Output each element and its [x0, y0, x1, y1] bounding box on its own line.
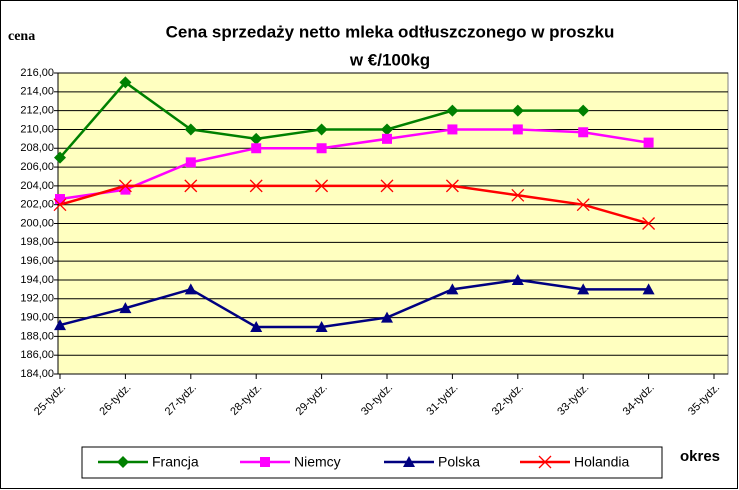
marker	[53, 198, 67, 212]
marker	[54, 319, 66, 331]
y-tick-label: 204,00	[20, 180, 54, 192]
y-tick-label: 194,00	[20, 274, 54, 286]
marker	[511, 188, 525, 202]
y-tick-label: 184,00	[20, 368, 54, 380]
chart-subtitle: w €/100kg	[349, 50, 430, 69]
marker	[578, 127, 589, 138]
y-tick-label: 200,00	[20, 217, 54, 229]
marker	[577, 283, 590, 295]
y-tick-label: 188,00	[20, 330, 54, 342]
marker	[119, 302, 132, 314]
legend-label: Polska	[438, 454, 480, 470]
marker	[642, 217, 656, 230]
y-tick-label: 186,00	[20, 349, 54, 361]
y-axis-label: cena	[8, 29, 35, 44]
marker	[184, 179, 198, 193]
y-tick-label: 206,00	[20, 161, 54, 173]
marker	[381, 311, 393, 323]
marker	[446, 104, 459, 117]
marker	[315, 320, 328, 332]
marker	[538, 455, 552, 469]
x-axis-label: okres	[680, 448, 720, 465]
y-tick-label: 202,00	[20, 199, 54, 211]
series-line	[59, 278, 649, 329]
marker	[315, 123, 328, 136]
marker	[512, 124, 523, 135]
y-tick-label: 192,00	[20, 293, 54, 305]
marker	[403, 456, 415, 467]
marker	[120, 184, 131, 195]
marker	[54, 151, 66, 164]
marker	[382, 133, 392, 144]
marker	[643, 137, 654, 148]
marker	[577, 104, 590, 117]
marker	[260, 457, 270, 467]
marker	[315, 179, 329, 193]
y-tick-label: 214,00	[20, 86, 54, 98]
marker	[446, 283, 459, 295]
marker	[511, 104, 524, 117]
marker	[576, 198, 590, 212]
marker	[249, 179, 263, 193]
marker	[642, 283, 655, 295]
y-tick-label: 196,00	[20, 255, 54, 267]
legend-label: Francja	[152, 454, 199, 470]
y-tick-label: 208,00	[20, 142, 54, 154]
y-tick-label: 212,00	[20, 105, 54, 117]
legend-label: Niemcy	[294, 454, 341, 470]
y-tick-label: 190,00	[20, 311, 54, 323]
marker	[381, 123, 393, 136]
y-tick-label: 216,00	[20, 67, 54, 79]
marker	[117, 456, 129, 468]
marker	[184, 283, 197, 295]
marker	[185, 157, 196, 168]
y-tick-label: 210,00	[20, 123, 54, 135]
marker	[251, 143, 262, 154]
marker	[445, 179, 459, 193]
marker	[250, 320, 263, 332]
marker	[184, 123, 197, 136]
marker	[380, 179, 394, 193]
marker	[316, 143, 327, 154]
marker	[447, 124, 458, 135]
marker	[250, 132, 263, 145]
marker	[118, 179, 132, 193]
marker	[55, 194, 65, 205]
y-tick-label: 198,00	[20, 236, 54, 248]
marker	[511, 273, 524, 285]
series-line	[59, 128, 649, 201]
marker	[119, 76, 132, 89]
chart-title: Cena sprzedaży netto mleka odtłuszczoneg…	[166, 22, 615, 41]
series-line	[59, 184, 649, 225]
legend-label: Holandia	[574, 454, 629, 470]
